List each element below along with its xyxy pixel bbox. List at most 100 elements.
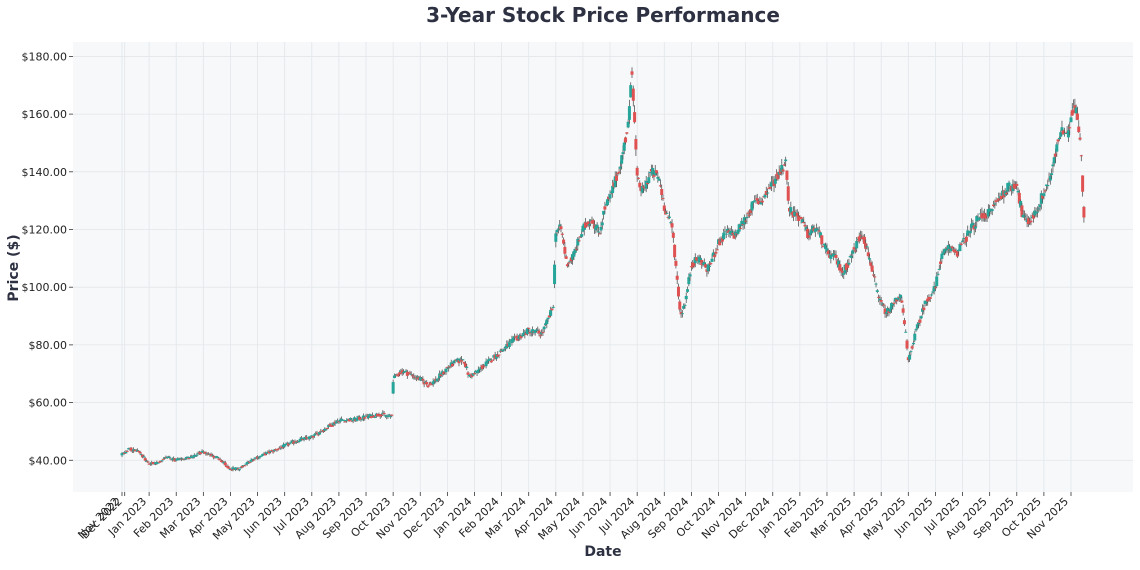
candle-down (980, 213, 984, 219)
candle-down (1020, 205, 1024, 218)
candle-down (129, 447, 133, 451)
candle-up (804, 227, 808, 230)
candle-down (497, 354, 501, 356)
candle-up (687, 277, 691, 285)
candle-down (398, 372, 402, 375)
candle-up (484, 361, 488, 367)
candle-up (444, 368, 448, 373)
candle-down (425, 382, 429, 385)
candle-down (675, 275, 679, 280)
candle-down (482, 366, 486, 368)
candle-up (294, 441, 298, 443)
candle-up (511, 337, 515, 342)
candle-down (731, 232, 735, 234)
candle-down (817, 230, 821, 232)
candle-up (1038, 204, 1042, 208)
candle-down (964, 236, 968, 242)
candle-up (1034, 212, 1038, 214)
candle-up (745, 217, 749, 219)
candle-down (802, 222, 806, 224)
candle-up (370, 414, 374, 416)
candle-down (138, 451, 142, 454)
chart-title: 3-Year Stock Price Performance (426, 3, 780, 27)
candle-up (640, 186, 644, 193)
candle-up (656, 176, 660, 179)
candle-up (621, 152, 625, 154)
candle-up (751, 201, 755, 203)
candle-up (971, 222, 975, 227)
candle-down (209, 454, 213, 457)
candle-down (821, 245, 825, 247)
candle-down (785, 170, 789, 180)
candle-up (986, 209, 990, 217)
candle-down (834, 254, 838, 258)
candle-down (217, 458, 221, 460)
candle-down (658, 185, 662, 187)
candle-down (655, 170, 659, 174)
candle-down (292, 441, 296, 444)
candle-down (267, 451, 271, 454)
candle-up (769, 182, 773, 187)
candle-down (574, 249, 578, 251)
candle-up (545, 319, 549, 325)
candle-down (559, 226, 563, 230)
candle-up (485, 360, 489, 364)
candle-up (1059, 132, 1063, 137)
candle-up (990, 209, 994, 212)
candle-down (652, 174, 656, 177)
candle-up (549, 309, 553, 316)
candle-up (386, 415, 390, 417)
candle-up (596, 231, 600, 233)
candle-up (501, 349, 505, 352)
candle-down (457, 359, 461, 364)
candle-down (718, 238, 722, 246)
candle-up (688, 274, 692, 277)
candle-down (396, 374, 400, 377)
candle-up (886, 308, 890, 313)
candle-up (168, 457, 172, 459)
candle-up (556, 228, 560, 230)
candle-up (683, 304, 687, 306)
candle-up (160, 460, 164, 462)
candle-up (1050, 173, 1054, 176)
candle-up (1052, 157, 1056, 164)
candle-up (268, 451, 272, 453)
candle-down (615, 175, 619, 181)
candle-down (541, 332, 545, 334)
candle-up (710, 258, 714, 262)
candle-up (1037, 208, 1041, 210)
candle-down (227, 467, 231, 469)
y-tick-label: $120.00 (22, 224, 68, 237)
candle-down (635, 167, 639, 176)
candle-down (950, 246, 954, 249)
candle-up (368, 414, 372, 417)
candle-down (218, 459, 222, 461)
candle-up (800, 219, 804, 223)
candle-up (1035, 211, 1039, 213)
candle-up (932, 286, 936, 292)
candle-down (749, 209, 753, 214)
candle-up (1048, 176, 1052, 181)
candle-down (240, 466, 244, 468)
candle-down (1028, 222, 1032, 224)
candle-down (852, 247, 856, 250)
candle-up (605, 199, 609, 206)
candle-down (562, 239, 566, 244)
candle-up (178, 458, 182, 460)
candle-down (704, 264, 708, 268)
candle-up (533, 329, 537, 333)
candle-up (847, 262, 851, 265)
candle-up (572, 251, 576, 257)
candle-down (786, 186, 790, 201)
candle-up (973, 226, 977, 229)
candle-up (899, 294, 903, 299)
candle-up (431, 381, 435, 385)
candle-up (334, 421, 338, 424)
candle-down (426, 385, 430, 388)
candle-down (586, 221, 590, 226)
candle-down (638, 182, 642, 188)
candle-up (880, 303, 884, 305)
candle-down (692, 262, 696, 267)
candle-up (825, 248, 829, 252)
candle-up (124, 451, 128, 454)
